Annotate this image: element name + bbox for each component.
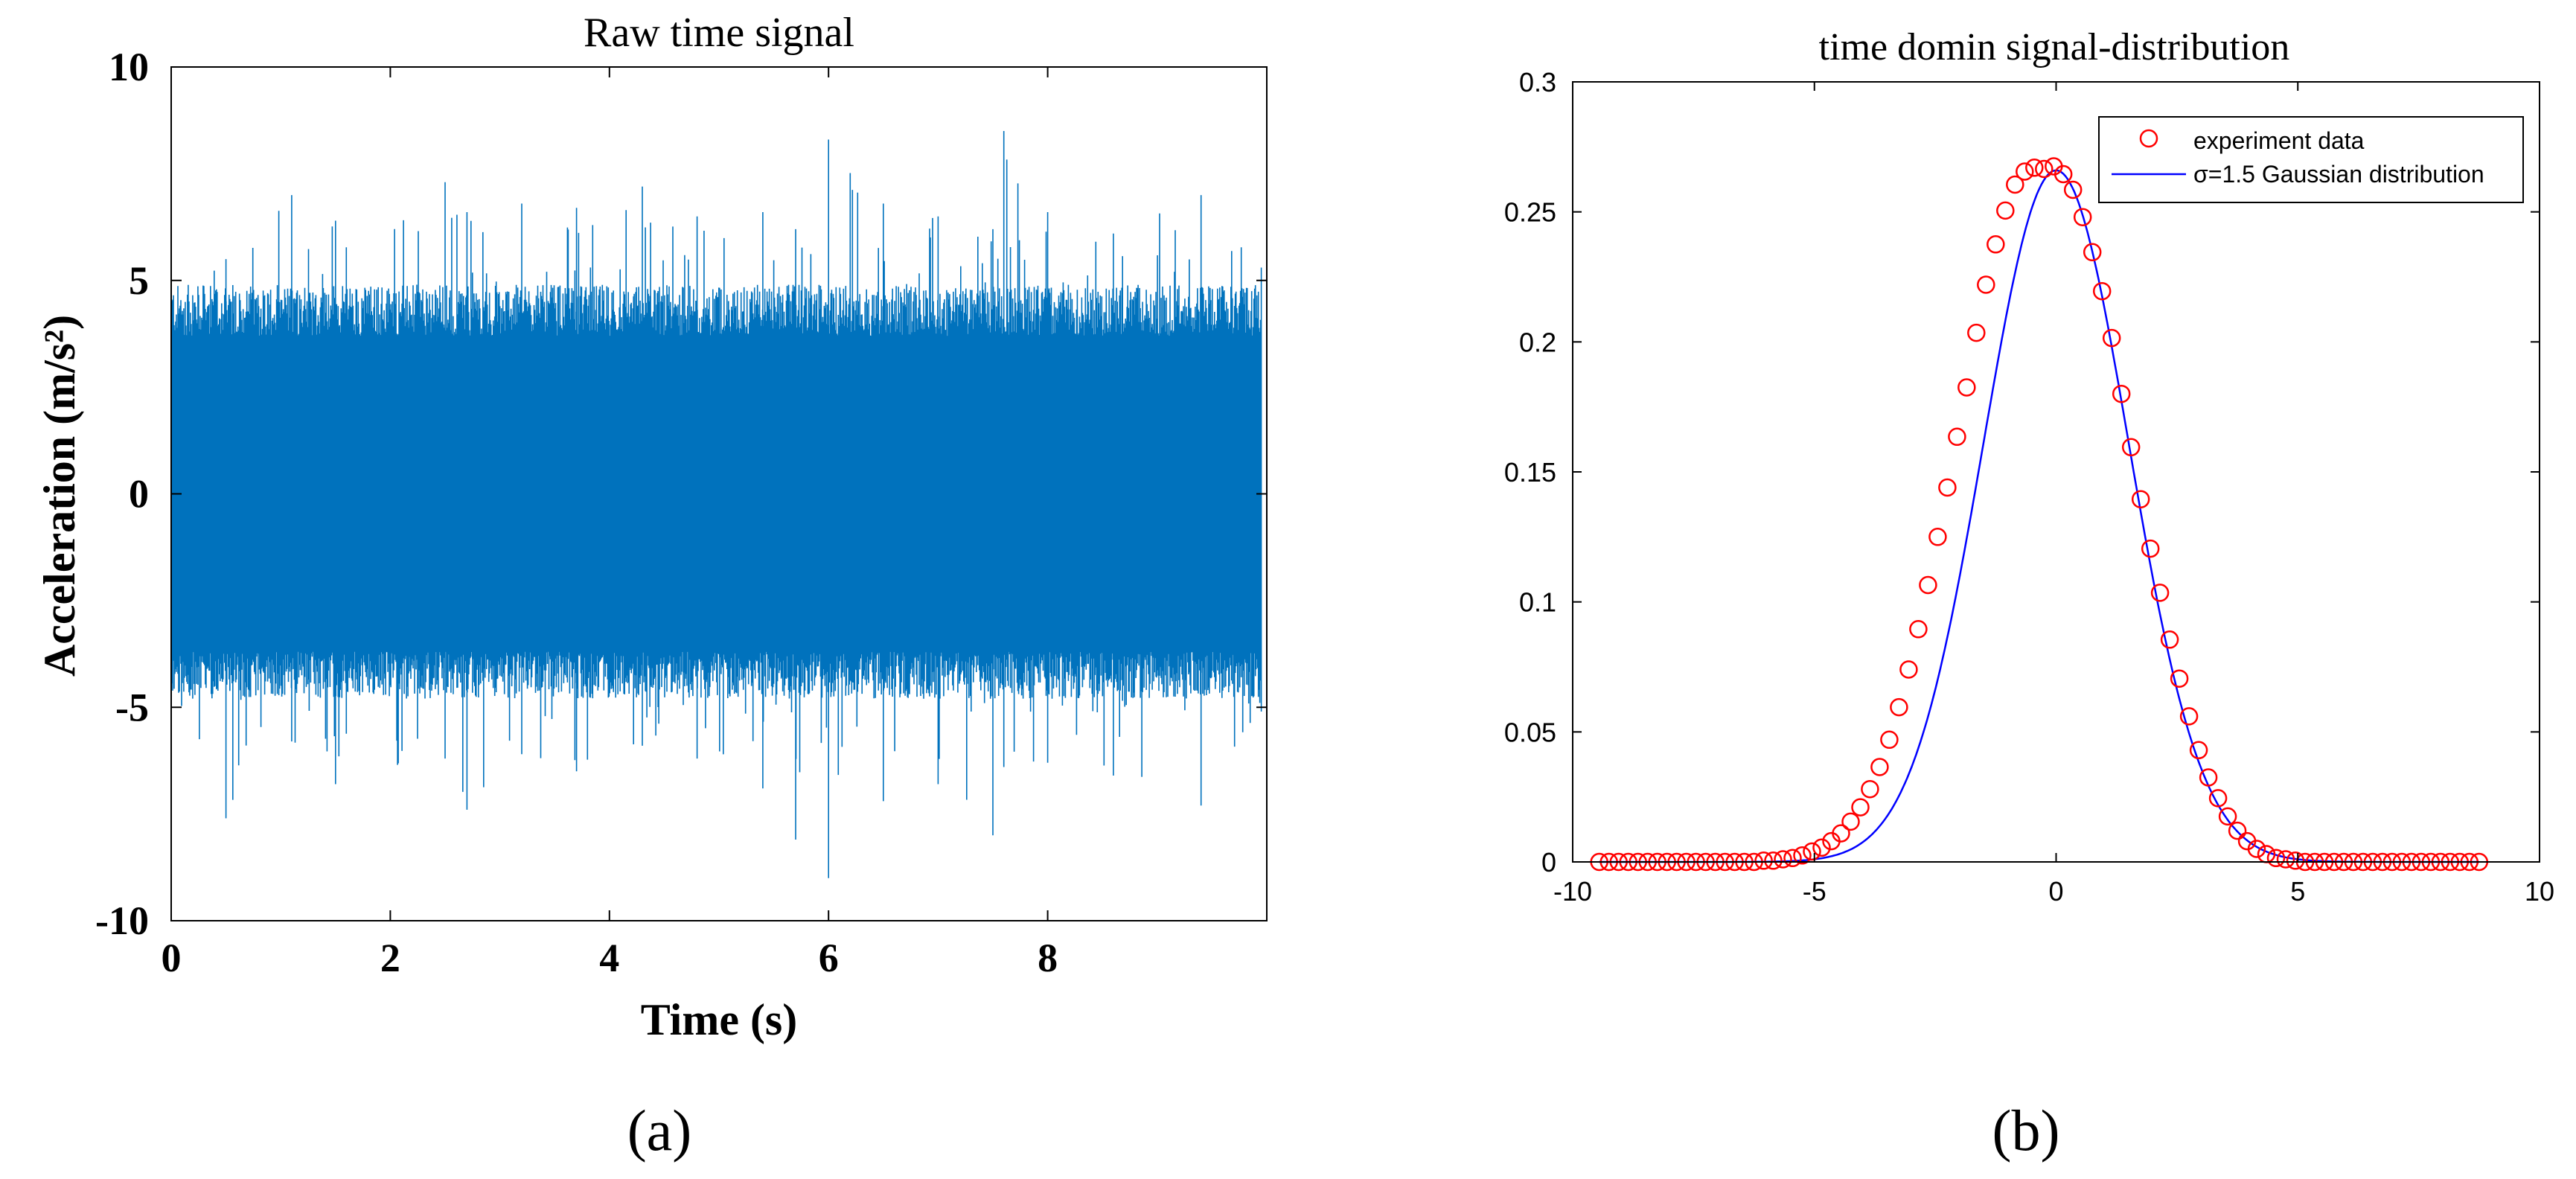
scatter-point [1880, 730, 1899, 750]
panel-a-title: Raw time signal [584, 10, 854, 56]
scatter-point [2083, 243, 2102, 262]
x-tick-label: 0 [2048, 876, 2063, 907]
scatter-point [1977, 275, 1995, 294]
scatter-point [2054, 164, 2073, 184]
panel-b-label: (b) [1992, 1098, 2060, 1163]
legend-label-experiment-data: experiment data [2193, 127, 2365, 154]
y-tick-label: 0.3 [1519, 67, 1556, 98]
scatter-point [1996, 201, 2015, 220]
x-tick-label: 5 [2290, 876, 2305, 907]
scatter-point [2131, 490, 2150, 508]
scatter-point [2141, 539, 2160, 558]
y-tick-label: 0.2 [1519, 327, 1556, 357]
scatter-point [2286, 851, 2305, 870]
panel-a-plot-area: 0 2 4 6 8 -10 -5 0 5 10 [95, 45, 1268, 980]
x-tick-label: 2 [380, 936, 400, 980]
scatter-point [2035, 159, 2054, 179]
scatter-point [1764, 851, 1783, 870]
scatter-point [1890, 697, 1908, 717]
y-tick-label: -5 [115, 685, 149, 729]
y-tick-label: 0 [129, 472, 149, 517]
scatter-point [2179, 707, 2199, 726]
x-tick-label: 6 [819, 936, 839, 980]
scatter-point [2189, 741, 2208, 760]
y-tick-label: 0 [1541, 847, 1556, 878]
scatter-point [2199, 768, 2218, 787]
y-tick-label: 0.1 [1519, 587, 1556, 618]
y-tick-label: -10 [95, 898, 149, 943]
scatter-point [2025, 159, 2044, 177]
x-tick-label: -10 [1553, 876, 1592, 907]
y-tick-label: 0.05 [1504, 717, 1556, 747]
scatter-point [1803, 842, 1821, 861]
scatter-point [1957, 378, 1976, 397]
scatter-point [1948, 427, 1966, 447]
legend: experiment data σ=1.5 Gaussian distribut… [2098, 116, 2524, 203]
scatter-point [2112, 384, 2131, 403]
scatter-point [1919, 575, 1937, 595]
x-tick-label: 0 [162, 936, 182, 980]
scatter-point [2247, 840, 2266, 858]
scatter-point [2102, 328, 2121, 348]
scatter-point [2276, 850, 2295, 869]
x-tick-label: 4 [599, 936, 619, 980]
scatter-point [2121, 438, 2141, 457]
scatter-point [1754, 851, 1773, 870]
signal-series [170, 131, 1262, 878]
x-tick-label: -5 [1803, 876, 1826, 907]
x-tick-label: 10 [2525, 876, 2554, 907]
panel-b-plot-area: -10 -5 0 5 10 0 0.05 0.1 0.15 0.2 0.25 0.3 [1504, 67, 2554, 907]
scatter-point [1987, 235, 2005, 254]
gaussian-series [1599, 169, 2479, 863]
scatter-point [2218, 807, 2237, 826]
scatter-point [1967, 323, 1986, 342]
scatter-point [2266, 849, 2286, 868]
scatter-point [2208, 789, 2228, 808]
scatter-point [1861, 779, 1879, 799]
legend-label-gaussian: σ=1.5 Gaussian distribution [2193, 161, 2484, 188]
scatter-point [2092, 281, 2112, 301]
scatter-point [1783, 849, 1802, 868]
scatter-point [2160, 630, 2179, 649]
scatter-point [1938, 478, 1957, 497]
panel-a-label: (a) [627, 1098, 692, 1163]
y-tick-label: 0.15 [1504, 457, 1556, 488]
y-tick-label: 0.25 [1504, 197, 1556, 228]
scatter-point [1793, 846, 1812, 865]
y-tick-label: 10 [109, 45, 149, 89]
scatter-point [1774, 850, 1792, 869]
scatter-point [1909, 620, 1928, 639]
legend-marker-experiment-data [2139, 129, 2158, 148]
legend-box [2098, 116, 2524, 203]
scatter-point [2073, 208, 2092, 226]
panel-a-xlabel: Time (s) [641, 995, 798, 1044]
scatter-point [1870, 758, 1889, 776]
scatter-point [1812, 838, 1831, 857]
x-tick-label: 8 [1038, 936, 1058, 980]
scatter-point [1899, 660, 1918, 679]
scatter-point [2170, 669, 2189, 688]
panel-b: -10 -5 0 5 10 0 0.05 0.1 0.15 0.2 0.25 0.3 time dom… [1504, 26, 2554, 1163]
scatter-point [2063, 180, 2083, 199]
scatter-point [1851, 798, 1870, 817]
panel-a-ylabel: Acceleration (m/s²) [35, 315, 84, 677]
scatter-point [2006, 175, 2024, 194]
scatter-point [1841, 812, 1860, 831]
scatter-point [2150, 584, 2170, 602]
scatter-point [2228, 821, 2247, 840]
scatter-point [2016, 162, 2034, 181]
scatter-point [1832, 824, 1850, 843]
y-tick-label: 5 [129, 258, 149, 303]
scatter-point [1928, 528, 1947, 546]
panel-b-title: time domin signal-distribution [1819, 26, 2290, 68]
